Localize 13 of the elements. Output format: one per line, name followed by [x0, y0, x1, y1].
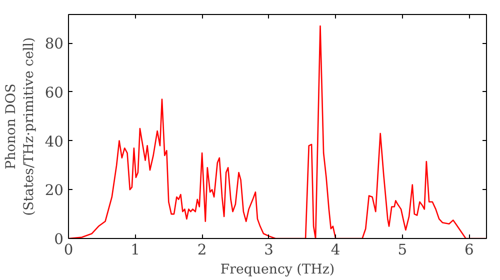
y-tick-label: 40 [44, 133, 64, 150]
x-tick-label: 3 [264, 242, 274, 258]
x-tick-label: 6 [464, 242, 474, 258]
x-axis-title: Frequency (THz) [220, 262, 335, 278]
x-tick-label: 1 [130, 242, 140, 258]
y-tick-label: 0 [54, 231, 64, 248]
y-tick-label: 60 [44, 84, 64, 102]
x-tick-label: 5 [398, 242, 408, 258]
y-tick-label: 80 [44, 36, 64, 53]
x-tick-label: 4 [330, 242, 340, 258]
y-tick-label: 20 [44, 182, 64, 200]
y-axis-title: Phonon DOS (States/THz·primitive cell) [4, 37, 37, 216]
x-tick-label: 2 [197, 242, 207, 258]
